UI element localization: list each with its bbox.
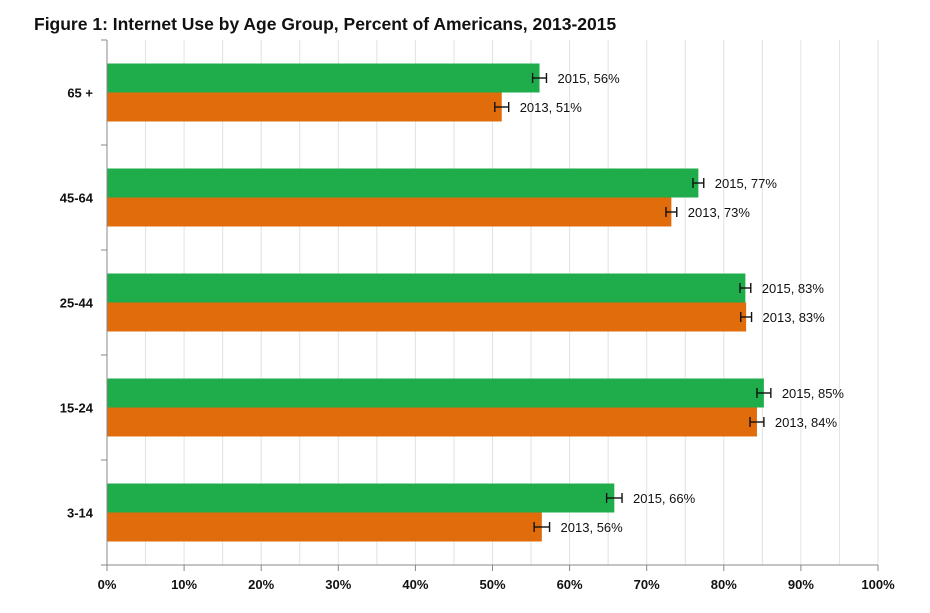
category-label: 45-64 xyxy=(60,191,94,206)
data-label: 2015, 85% xyxy=(782,386,845,401)
x-tick-label: 50% xyxy=(479,577,505,592)
x-tick-label: 0% xyxy=(98,577,117,592)
x-tick-label: 20% xyxy=(248,577,274,592)
bar-2013 xyxy=(107,512,542,542)
category-label: 25-44 xyxy=(60,296,94,311)
chart-title: Figure 1: Internet Use by Age Group, Per… xyxy=(34,14,617,34)
data-label: 2013, 56% xyxy=(561,520,624,535)
bar-2013 xyxy=(107,407,757,437)
data-label: 2013, 84% xyxy=(775,415,838,430)
category-label: 3-14 xyxy=(67,506,94,521)
data-label: 2015, 77% xyxy=(715,176,778,191)
bar-2013 xyxy=(107,302,747,332)
bar-2015 xyxy=(107,63,540,93)
data-label: 2015, 66% xyxy=(633,491,696,506)
bar-2013 xyxy=(107,92,502,122)
data-label: 2013, 73% xyxy=(688,205,751,220)
x-tick-label: 60% xyxy=(557,577,583,592)
x-tick-label: 80% xyxy=(711,577,737,592)
x-tick-label: 100% xyxy=(861,577,895,592)
bar-2013 xyxy=(107,197,672,227)
x-tick-label: 70% xyxy=(634,577,660,592)
data-label: 2013, 83% xyxy=(763,310,826,325)
x-tick-label: 30% xyxy=(325,577,351,592)
bar-2015 xyxy=(107,273,746,303)
x-tick-label: 10% xyxy=(171,577,197,592)
data-label: 2015, 56% xyxy=(557,71,620,86)
x-tick-label: 90% xyxy=(788,577,814,592)
data-label: 2013, 51% xyxy=(520,100,583,115)
category-label: 15-24 xyxy=(60,401,94,416)
bar-2015 xyxy=(107,378,764,408)
data-label: 2015, 83% xyxy=(762,281,825,296)
bar-2015 xyxy=(107,168,699,198)
category-label: 65 + xyxy=(67,86,93,101)
x-tick-label: 40% xyxy=(402,577,428,592)
bar-2015 xyxy=(107,483,615,513)
